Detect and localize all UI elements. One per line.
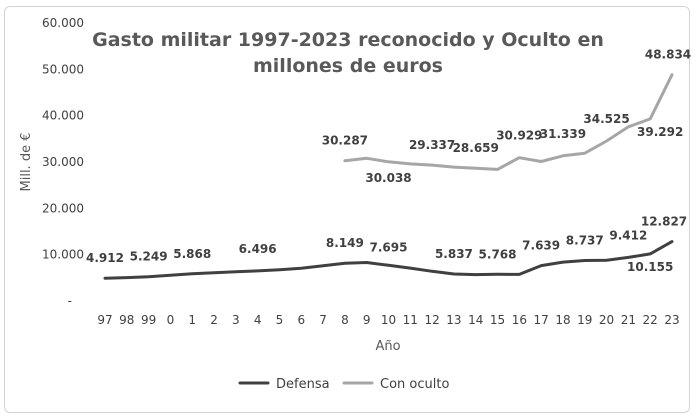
data-label: 5.249: [130, 250, 168, 264]
x-tick-label: 5: [276, 313, 284, 327]
x-tick-label: 22: [643, 313, 658, 327]
data-label: 5.868: [173, 247, 211, 261]
x-tick-label: 99: [141, 313, 156, 327]
data-label: 30.287: [322, 134, 368, 148]
y-tick-label: 40.000: [42, 109, 84, 123]
y-tick-label: 50.000: [42, 62, 84, 76]
data-label: 28.659: [453, 141, 499, 155]
data-label: 29.337: [409, 138, 455, 152]
x-tick-label: 16: [512, 313, 527, 327]
data-label: 5.768: [479, 247, 517, 261]
x-tick-label: 98: [119, 313, 134, 327]
x-tick-label: 1: [188, 313, 196, 327]
x-tick-label: 14: [468, 313, 483, 327]
data-label: 34.525: [583, 112, 629, 126]
x-tick-label: 21: [621, 313, 636, 327]
x-tick-label: 8: [341, 313, 349, 327]
x-tick-label: 18: [555, 313, 570, 327]
y-tick-label: 30.000: [42, 155, 84, 169]
data-label: 6.496: [239, 242, 277, 256]
data-label: 9.412: [609, 228, 647, 242]
legend-label: Con oculto: [380, 377, 449, 392]
data-label: 7.639: [522, 239, 560, 253]
x-axis-label: Año: [375, 339, 400, 354]
x-tick-label: 17: [534, 313, 549, 327]
x-tick-label: 6: [297, 313, 305, 327]
y-tick-label: 60.000: [42, 16, 84, 30]
data-label: 10.155: [627, 260, 673, 274]
x-tick-label: 0: [167, 313, 175, 327]
data-label: 39.292: [637, 125, 683, 139]
x-tick-label: 15: [490, 313, 505, 327]
series-line-con-oculto: [343, 73, 674, 171]
x-tick-label: 4: [254, 313, 262, 327]
x-tick-label: 13: [446, 313, 461, 327]
x-tick-label: 11: [403, 313, 418, 327]
x-tick-label: 2: [210, 313, 218, 327]
chart-title-line-2: millones de euros: [253, 55, 443, 77]
data-label: 30.038: [365, 171, 411, 185]
x-tick-label: 3: [232, 313, 240, 327]
data-label: 4.912: [86, 251, 124, 265]
x-tick-label: 12: [424, 313, 439, 327]
x-tick-label: 7: [319, 313, 327, 327]
data-label: 31.339: [540, 127, 586, 141]
data-label: 7.695: [370, 240, 408, 254]
data-label: 8.149: [326, 236, 364, 250]
data-label: 30.929: [496, 129, 542, 143]
y-axis-label: Mill. de €: [19, 133, 34, 192]
x-tick-label: 9: [363, 313, 371, 327]
chart-frame: [4, 6, 690, 413]
data-label: 12.827: [641, 215, 687, 229]
x-tick-label: 97: [97, 313, 112, 327]
chart-title-line-1: Gasto militar 1997-2023 reconocido y Ocu…: [92, 29, 604, 51]
x-tick-label: 10: [381, 313, 396, 327]
x-tick-label: 23: [664, 313, 679, 327]
y-tick-label: 10.000: [42, 248, 84, 262]
x-tick-label: 20: [599, 313, 614, 327]
x-tick-label: 19: [577, 313, 592, 327]
y-tick-label: 20.000: [42, 201, 84, 215]
series-line-defensa: [103, 240, 674, 280]
legend-label: Defensa: [276, 377, 330, 392]
data-label: 48.834: [645, 48, 691, 62]
y-tick-label: -: [68, 294, 72, 308]
data-label: 8.737: [566, 234, 604, 248]
data-label: 5.837: [435, 247, 473, 261]
